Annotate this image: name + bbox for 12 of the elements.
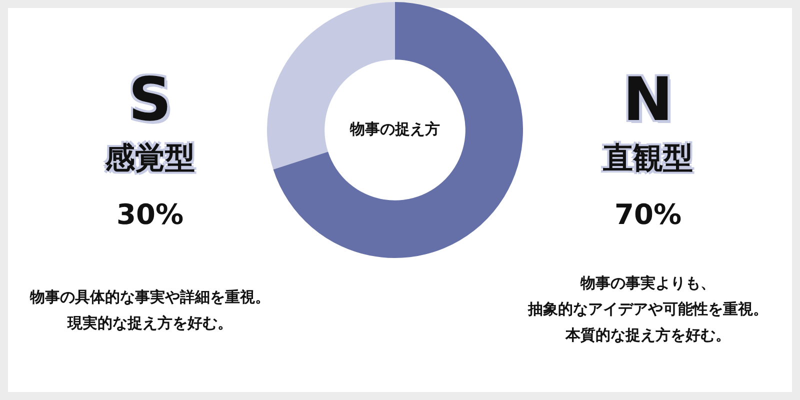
text: S [128, 65, 172, 135]
text: 物事の事実よりも、 [580, 273, 716, 294]
text: 現実的な捉え方を好む。 [68, 313, 232, 334]
slice-label: 直観型 [603, 141, 693, 176]
text: 物事の捉え方 [350, 120, 440, 139]
data-label: 30% [116, 198, 184, 231]
data-label: 70% [614, 198, 682, 231]
text: 物事の具体的な事実や詳細を重視。 [30, 287, 270, 308]
text: 抽象的なアイデアや可能性を重視。 [528, 299, 768, 320]
text: 本質的な捉え方を好む。 [566, 325, 730, 346]
slice-label: 感覚型 [105, 141, 195, 176]
text: N [622, 65, 674, 135]
